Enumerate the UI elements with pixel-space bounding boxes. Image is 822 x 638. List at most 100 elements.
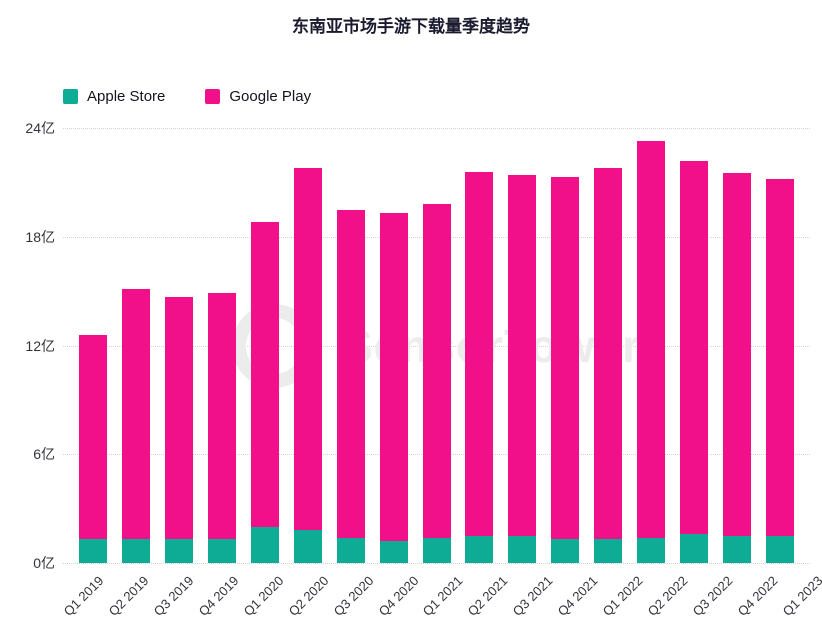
- x-axis-label: Q4 2019: [195, 573, 242, 619]
- y-axis-label: 18亿: [25, 228, 55, 245]
- y-axis-label: 24亿: [25, 120, 55, 136]
- bar-segment-google-play[interactable]: [680, 160, 709, 534]
- x-axis-label-slot: Q2 2022: [645, 563, 691, 635]
- bar-q1-2020[interactable]: [250, 128, 279, 563]
- bar-segment-apple-store[interactable]: [465, 535, 494, 563]
- bar-segment-apple-store[interactable]: [680, 534, 709, 563]
- bar-segment-apple-store[interactable]: [508, 535, 537, 563]
- chart-title: 东南亚市场手游下载量季度趋势: [292, 17, 530, 36]
- bar-segment-google-play[interactable]: [508, 175, 537, 536]
- bar-segment-apple-store[interactable]: [766, 535, 794, 563]
- bar-q3-2021[interactable]: [508, 128, 537, 563]
- x-axis-label-slot: Q4 2021: [555, 563, 601, 635]
- x-axis-label-slot: Q3 2021: [510, 563, 556, 635]
- x-axis-label: Q3 2020: [330, 573, 377, 619]
- x-axis-label: Q2 2022: [644, 573, 691, 619]
- x-axis-label-slot: Q4 2020: [375, 563, 422, 635]
- bar-segment-apple-store[interactable]: [250, 526, 279, 563]
- x-axis-label: Q3 2022: [689, 573, 736, 619]
- bar-q1-2022[interactable]: [594, 128, 623, 563]
- bar-segment-apple-store[interactable]: [207, 539, 236, 563]
- x-axis-label: Q2 2019: [105, 573, 152, 619]
- x-axis-label: Q1 2022: [599, 573, 646, 619]
- bar-segment-google-play[interactable]: [465, 171, 494, 536]
- x-axis-label: Q1 2021: [420, 573, 466, 619]
- x-axis-label: Q4 2020: [375, 573, 421, 619]
- bar-q2-2019[interactable]: [121, 128, 150, 563]
- bar-segment-google-play[interactable]: [336, 209, 365, 538]
- bar-segment-google-play[interactable]: [79, 334, 107, 540]
- bar-segment-apple-store[interactable]: [336, 537, 365, 563]
- legend-swatch-icon: [205, 89, 221, 104]
- gridline: [63, 563, 810, 564]
- bar-q4-2021[interactable]: [551, 128, 580, 563]
- bars: [63, 128, 810, 563]
- x-axis-label-slot: Q3 2020: [330, 563, 377, 635]
- bar-segment-google-play[interactable]: [551, 176, 580, 540]
- bar-q1-2023[interactable]: [766, 128, 794, 563]
- x-axis-label: Q1 2019: [60, 573, 107, 619]
- legend-label: Apple Store: [87, 88, 166, 105]
- legend: Apple Store Google Play: [63, 88, 311, 105]
- bar-q4-2019[interactable]: [207, 128, 236, 563]
- bar-segment-apple-store[interactable]: [121, 539, 150, 563]
- legend-swatch-icon: [63, 89, 78, 104]
- bar-segment-apple-store[interactable]: [422, 537, 451, 563]
- x-axis-label: Q1 2020: [240, 573, 287, 619]
- bar-segment-google-play[interactable]: [164, 296, 193, 540]
- x-axis-label: Q1 2023: [779, 573, 822, 619]
- bar-segment-apple-store[interactable]: [723, 535, 752, 563]
- y-axis-label: 6亿: [33, 446, 55, 463]
- bar-q2-2021[interactable]: [465, 128, 494, 563]
- bar-segment-apple-store[interactable]: [164, 539, 193, 563]
- legend-item-apple-store[interactable]: Apple Store: [63, 88, 165, 105]
- bar-segment-google-play[interactable]: [379, 213, 408, 542]
- bar-segment-apple-store[interactable]: [637, 537, 666, 563]
- bar-q2-2020[interactable]: [293, 128, 322, 563]
- bar-segment-google-play[interactable]: [422, 204, 451, 538]
- bar-q3-2020[interactable]: [336, 128, 365, 563]
- bar-segment-apple-store[interactable]: [379, 541, 408, 563]
- bar-q1-2021[interactable]: [422, 128, 451, 563]
- x-axis-label-slot: Q4 2019: [195, 563, 242, 635]
- bar-q1-2019[interactable]: [79, 128, 107, 563]
- gridline: [63, 128, 810, 129]
- x-axis-label-slot: Q2 2020: [285, 563, 332, 635]
- bar-q4-2020[interactable]: [379, 128, 408, 563]
- x-axis-label-slot: Q1 2023: [780, 563, 822, 635]
- x-axis-label-slot: Q1 2021: [420, 563, 467, 635]
- y-axis-label: 12亿: [25, 337, 55, 354]
- bar-segment-google-play[interactable]: [766, 178, 794, 536]
- bar-segment-apple-store[interactable]: [551, 539, 580, 563]
- x-axis-label: Q2 2020: [285, 573, 332, 619]
- bar-segment-google-play[interactable]: [250, 222, 279, 527]
- plot-area: SensorTower: [63, 128, 810, 564]
- y-axis: 0亿 6亿 12亿 18亿 24亿: [0, 120, 55, 571]
- x-axis-label-slot: Q1 2019: [61, 563, 107, 635]
- bar-q4-2022[interactable]: [723, 128, 752, 563]
- bar-segment-google-play[interactable]: [723, 173, 752, 536]
- x-axis-label-slot: Q4 2022: [735, 563, 781, 635]
- bar-q3-2019[interactable]: [164, 128, 193, 563]
- legend-item-google-play[interactable]: Google Play: [205, 88, 311, 105]
- y-axis-label: 0亿: [33, 555, 55, 571]
- bar-segment-google-play[interactable]: [121, 289, 150, 540]
- x-axis-label-slot: Q2 2019: [105, 563, 152, 635]
- x-axis-label: Q3 2019: [150, 573, 197, 619]
- x-axis-label: Q4 2022: [734, 573, 781, 619]
- x-axis-label-slot: Q3 2022: [690, 563, 736, 635]
- bar-segment-apple-store[interactable]: [79, 539, 107, 563]
- bar-segment-google-play[interactable]: [637, 140, 666, 538]
- x-axis-label-slot: Q3 2019: [150, 563, 197, 635]
- x-axis-label: Q3 2021: [509, 573, 556, 619]
- bar-segment-google-play[interactable]: [207, 292, 236, 540]
- bar-q3-2022[interactable]: [680, 128, 709, 563]
- bar-segment-apple-store[interactable]: [594, 539, 623, 563]
- bar-segment-apple-store[interactable]: [293, 530, 322, 563]
- bar-segment-google-play[interactable]: [594, 167, 623, 540]
- legend-label: Google Play: [229, 88, 312, 105]
- bar-segment-google-play[interactable]: [293, 167, 322, 531]
- x-axis-label-slot: Q1 2020: [240, 563, 287, 635]
- bar-q2-2022[interactable]: [637, 128, 666, 563]
